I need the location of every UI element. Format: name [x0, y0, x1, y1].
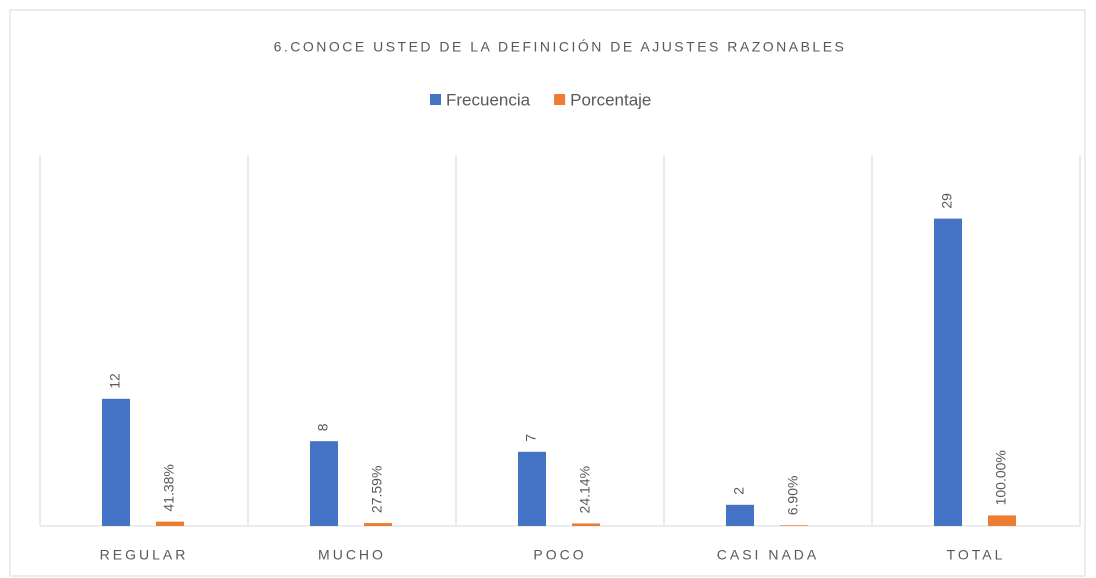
- x-tick-label: CASI NADA: [717, 547, 819, 563]
- x-tick-label: REGULAR: [100, 547, 189, 563]
- chart-title: 6.CONOCE USTED DE LA DEFINICIÓN DE AJUST…: [274, 39, 847, 55]
- data-label: 41.38%: [161, 464, 177, 511]
- data-label: 24.14%: [577, 466, 593, 513]
- data-label: 27.59%: [369, 466, 385, 513]
- data-label: 8: [315, 423, 331, 431]
- data-label: 100.00%: [993, 450, 1009, 505]
- chart-frame: [9, 9, 1086, 577]
- bar: [780, 525, 808, 526]
- bar: [988, 515, 1016, 526]
- legend-swatch: [430, 94, 441, 105]
- bar: [934, 218, 962, 526]
- bar: [518, 451, 546, 526]
- x-tick-label: TOTAL: [947, 547, 1006, 563]
- legend-label: Porcentaje: [570, 90, 651, 109]
- data-label: 2: [731, 487, 747, 495]
- data-label: 7: [523, 434, 539, 442]
- legend-swatch: [554, 94, 566, 105]
- bar: [572, 523, 600, 526]
- data-label: 12: [107, 373, 123, 389]
- bar: [102, 398, 130, 526]
- data-label: 29: [939, 193, 955, 209]
- legend-label: Frecuencia: [446, 90, 531, 109]
- bar: [310, 441, 338, 526]
- bar: [364, 523, 392, 526]
- data-label: 6.90%: [785, 476, 801, 516]
- x-tick-label: POCO: [533, 547, 586, 563]
- bar: [156, 521, 184, 526]
- bar: [726, 504, 754, 526]
- x-tick-label: MUCHO: [318, 547, 386, 563]
